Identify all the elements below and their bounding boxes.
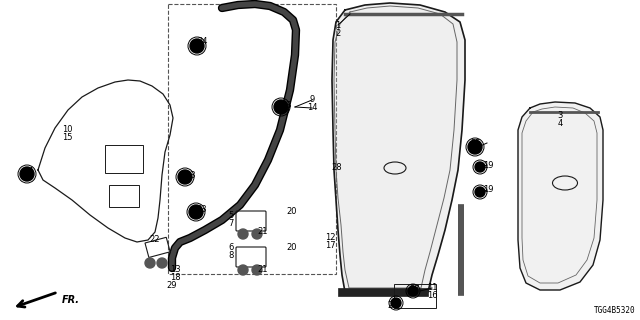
- Text: 20: 20: [287, 244, 297, 252]
- Text: 13: 13: [170, 266, 180, 275]
- Text: 25: 25: [471, 139, 481, 148]
- Text: 28: 28: [332, 164, 342, 172]
- Polygon shape: [332, 3, 465, 292]
- Circle shape: [189, 205, 203, 219]
- Circle shape: [252, 229, 262, 239]
- Text: 8: 8: [228, 252, 234, 260]
- Text: 3: 3: [557, 110, 563, 119]
- Text: 19: 19: [483, 186, 493, 195]
- Circle shape: [238, 265, 248, 275]
- Circle shape: [274, 100, 288, 114]
- Text: 21: 21: [258, 266, 268, 275]
- Bar: [338, 288, 428, 296]
- Polygon shape: [518, 102, 603, 290]
- Text: TGG4B5320: TGG4B5320: [593, 306, 635, 315]
- Text: 26: 26: [388, 301, 398, 310]
- Circle shape: [238, 229, 248, 239]
- Text: 23: 23: [282, 100, 292, 109]
- Circle shape: [391, 298, 401, 308]
- Text: 20: 20: [287, 206, 297, 215]
- Circle shape: [20, 167, 34, 181]
- Bar: [394, 284, 436, 308]
- Text: 9: 9: [309, 95, 315, 105]
- Text: 24: 24: [198, 37, 208, 46]
- Text: 11: 11: [427, 284, 437, 292]
- Circle shape: [252, 265, 262, 275]
- Text: FR.: FR.: [62, 295, 80, 305]
- Text: 24: 24: [24, 167, 35, 177]
- Text: 22: 22: [150, 236, 160, 244]
- Text: 1: 1: [335, 20, 340, 29]
- Circle shape: [145, 258, 155, 268]
- Text: 6: 6: [228, 244, 234, 252]
- Text: 19: 19: [483, 161, 493, 170]
- Text: 5: 5: [228, 211, 234, 220]
- Text: 2: 2: [335, 28, 340, 37]
- Bar: [109, 185, 139, 207]
- Text: 4: 4: [557, 118, 563, 127]
- Text: 12: 12: [324, 233, 335, 242]
- Text: 10: 10: [61, 125, 72, 134]
- Text: 23: 23: [186, 171, 196, 180]
- Text: 29: 29: [167, 281, 177, 290]
- Circle shape: [157, 258, 167, 268]
- Text: 15: 15: [61, 133, 72, 142]
- Circle shape: [190, 39, 204, 53]
- Circle shape: [178, 170, 192, 184]
- Text: 7: 7: [228, 219, 234, 228]
- Text: 14: 14: [307, 103, 317, 113]
- Text: 17: 17: [324, 241, 335, 250]
- Bar: [105, 145, 143, 173]
- Text: 21: 21: [258, 228, 268, 236]
- Bar: [145, 237, 170, 258]
- Bar: [168, 4, 336, 274]
- Text: 18: 18: [170, 274, 180, 283]
- Circle shape: [475, 162, 485, 172]
- Circle shape: [475, 187, 485, 197]
- Circle shape: [468, 140, 482, 154]
- Text: 27: 27: [410, 285, 420, 294]
- Circle shape: [408, 286, 418, 296]
- Text: 16: 16: [427, 292, 437, 300]
- Text: 23: 23: [196, 205, 207, 214]
